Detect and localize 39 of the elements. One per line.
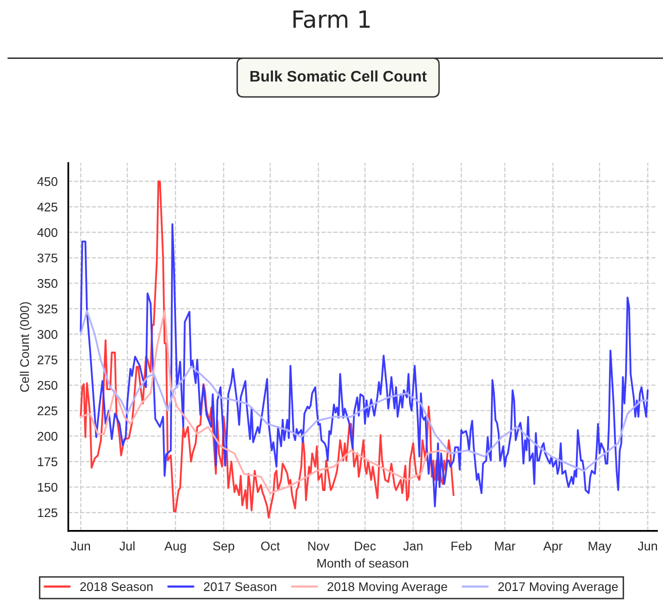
legend-label: 2018 Moving Average [328,582,448,594]
y-axis-title: Cell Count (000) [20,302,32,392]
y-tick-label: 225 [38,406,58,416]
line-series [80,180,454,519]
y-tick-label: 300 [37,330,58,339]
y-tick-label: 425 [37,202,58,212]
line-series [80,310,649,472]
y-tick-label: 375 [37,254,58,262]
x-tick-label: Aug [164,542,186,553]
y-tick-label: 200 [38,432,58,441]
y-tick-label: 400 [37,228,58,237]
chart-subtitle: Bulk Somatic Cell Count [250,70,427,82]
x-tick-label: Apr [543,542,562,553]
legend-label: 2017 Season [204,582,276,592]
y-tick-label: 175 [38,457,58,466]
legend-label: 2017 Moving Average [498,582,618,594]
x-tick-label: Jan [403,542,422,550]
x-tick-label: Dec [354,542,376,550]
x-tick-label: Jul [120,541,134,550]
x-tick-label: Nov [308,542,330,550]
x-tick-label: Mar [495,542,516,550]
x-axis-title: Month of season [317,558,408,568]
y-tick-label: 150 [38,482,58,492]
y-tick-label: 350 [37,279,58,288]
y-tick-label: 325 [37,304,58,314]
x-tick-label: May [588,542,612,553]
y-tick-label: 450 [37,177,58,186]
x-tick-label: Feb [452,541,472,550]
x-tick-label: Jun [70,542,90,550]
y-tick-label: 250 [38,380,58,390]
x-tick-label: Sep [213,542,234,553]
y-tick-label: 275 [38,355,58,364]
legend-label: 2018 Season [80,582,153,592]
y-tick-label: 125 [38,508,58,518]
x-tick-label: Jun [638,542,657,550]
chart-title: Farm 1 [293,10,370,28]
line-series [80,223,649,508]
line-series [80,310,454,494]
x-tick-label: Oct [261,542,280,550]
